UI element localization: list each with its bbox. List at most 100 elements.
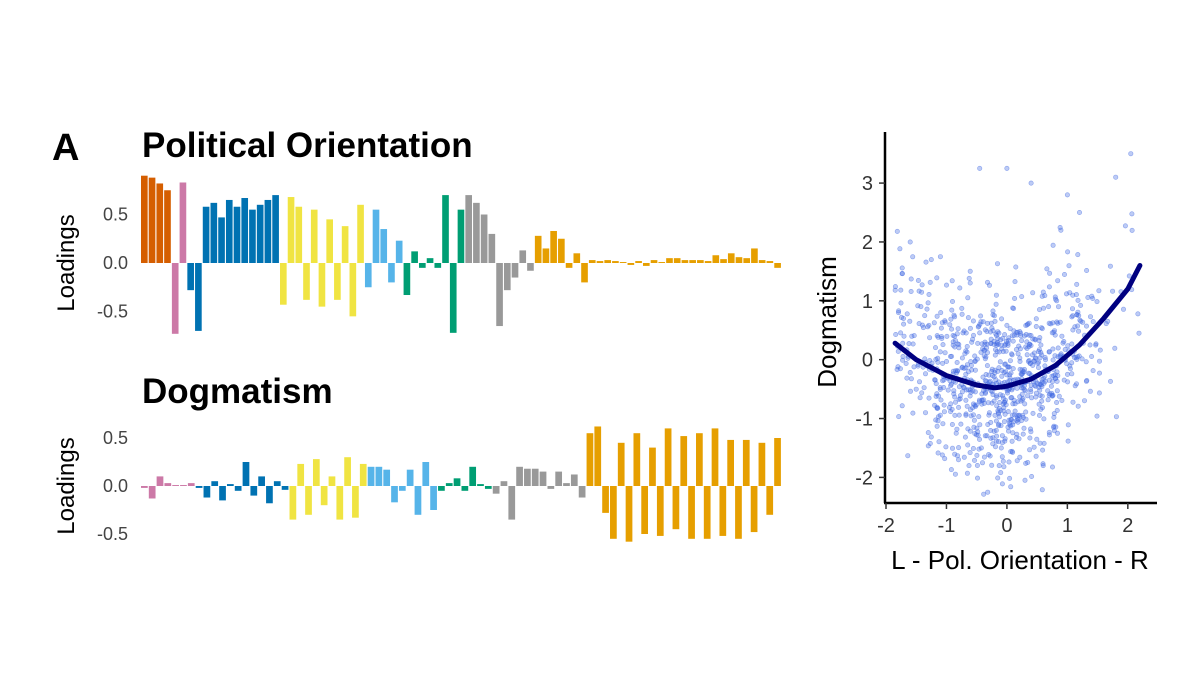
scatter-point — [976, 414, 982, 420]
scatter-point — [979, 397, 985, 403]
scatter-point — [1028, 342, 1034, 348]
scatter-point — [954, 426, 960, 432]
scatter-point — [1041, 416, 1047, 422]
scatter-point — [984, 279, 990, 285]
scatter-point — [956, 404, 962, 410]
scatter-point — [1008, 484, 1014, 490]
political-bar — [712, 255, 720, 263]
scatter-point — [1027, 447, 1033, 453]
scatter-point — [996, 463, 1002, 469]
scatter-point — [1007, 372, 1013, 378]
dogmatism-bar — [226, 484, 234, 486]
scatter-point — [949, 298, 955, 304]
scatter-point — [1016, 436, 1022, 442]
scatter-point — [925, 430, 931, 436]
scatter-point — [940, 360, 946, 366]
political-bar — [503, 263, 511, 291]
political-bar — [496, 263, 503, 327]
scatter-point — [957, 285, 963, 291]
political-bar — [635, 261, 642, 263]
scatter-x-tick-label: 1 — [1062, 515, 1073, 537]
scatter-point — [925, 300, 931, 306]
scatter-point — [1054, 388, 1060, 394]
scatter-point — [1020, 395, 1026, 401]
political-bar — [434, 263, 442, 268]
scatter-point — [1067, 290, 1073, 296]
scatter-point — [981, 388, 987, 394]
scatter-point — [1053, 296, 1059, 302]
scatter-point — [1097, 358, 1103, 364]
scatter-point — [940, 342, 946, 348]
dogmatism-bar — [711, 428, 719, 486]
scatter-point — [1050, 464, 1056, 470]
scatter-point — [1039, 487, 1045, 493]
scatter-point — [907, 239, 913, 245]
scatter-point — [978, 319, 984, 325]
scatter-point — [981, 397, 987, 403]
scatter-point — [952, 471, 958, 477]
scatter-point — [965, 442, 971, 448]
scatter-point — [1023, 460, 1029, 466]
scatter-point — [952, 451, 958, 457]
scatter-point — [959, 355, 965, 361]
scatter-point — [1090, 368, 1096, 374]
scatter-point — [1017, 358, 1023, 364]
scatter-point — [1012, 279, 1018, 285]
scatter-point — [942, 350, 948, 356]
dogmatism-bar — [328, 476, 336, 486]
scatter-point — [1022, 401, 1028, 407]
scatter-point — [911, 364, 917, 370]
dogmatism-bar — [445, 483, 453, 486]
political-bar — [758, 260, 766, 263]
scatter-point — [1105, 318, 1111, 324]
political-bar — [519, 250, 527, 263]
scatter-point — [1017, 454, 1023, 460]
political-bar — [658, 262, 666, 263]
scatter-point — [948, 316, 954, 322]
scatter-point — [995, 408, 1001, 414]
scatter-point — [949, 307, 955, 313]
scatter-point — [1028, 180, 1034, 186]
scatter-point — [1129, 211, 1135, 217]
scatter-point — [1033, 323, 1039, 329]
scatter-point — [1033, 394, 1039, 400]
dogmatism-bar — [563, 483, 570, 486]
scatter-point — [927, 279, 933, 285]
political-bar — [303, 263, 310, 300]
scatter-point — [1009, 412, 1015, 418]
dogmatism-bar — [727, 439, 734, 486]
scatter-point — [1016, 343, 1022, 349]
scatter-point — [938, 325, 944, 331]
scatter-point — [1050, 346, 1056, 352]
scatter-point — [897, 246, 903, 252]
dogmatism-bar — [414, 486, 422, 515]
scatter-point — [1076, 313, 1082, 319]
scatter-point — [970, 412, 976, 418]
dogmatism-bar — [484, 486, 492, 489]
scatter-point — [977, 165, 983, 171]
scatter-point — [997, 399, 1003, 405]
scatter-point — [1075, 252, 1081, 258]
scatter-point — [988, 427, 994, 433]
scatter-point — [1009, 351, 1015, 357]
scatter-point — [1005, 424, 1011, 430]
political-bar — [411, 251, 418, 263]
scatter-point — [919, 282, 925, 288]
dogmatism-chart: Dogmatism Loadings 0.5 0.0 -0.5 — [53, 372, 781, 544]
dogmatism-bar — [461, 486, 469, 491]
dogmatism-bar — [203, 486, 211, 498]
dogmatism-bar — [344, 457, 351, 486]
scatter-point — [975, 340, 981, 346]
scatter-point — [1128, 151, 1134, 157]
political-bar — [704, 261, 712, 263]
dogmatism-bar — [508, 486, 516, 520]
scatter-point — [1003, 402, 1009, 408]
scatter-point — [910, 341, 916, 347]
scatter-point — [922, 356, 928, 362]
scatter-point — [940, 378, 946, 384]
scatter-point — [948, 409, 954, 415]
dogmatism-bar — [148, 486, 156, 499]
scatter-point — [967, 407, 973, 413]
scatter-point — [1007, 475, 1013, 481]
scatter-point — [941, 384, 947, 390]
